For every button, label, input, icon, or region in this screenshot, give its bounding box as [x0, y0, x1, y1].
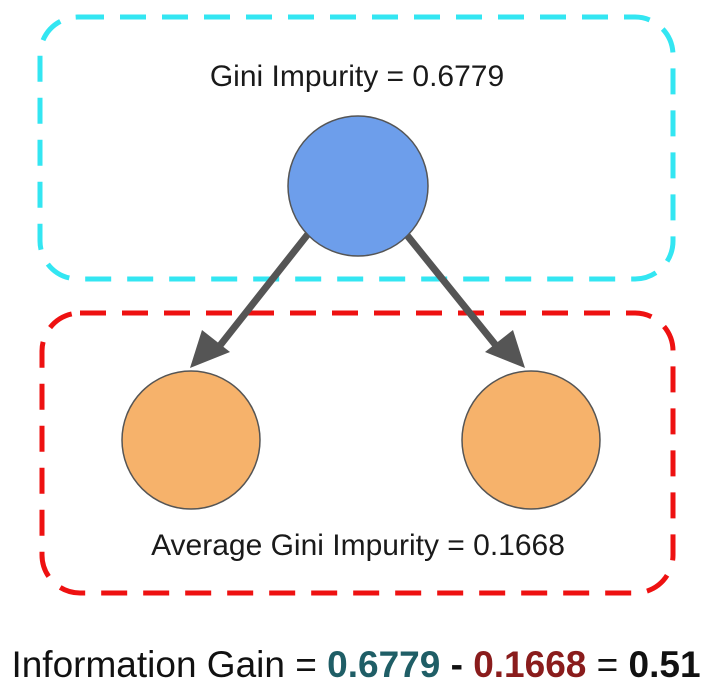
formula-equals: =	[586, 644, 628, 685]
root-group-box	[37, 14, 676, 282]
edge-right-line	[402, 230, 502, 352]
root-gini-label: Gini Impurity = 0.6779	[210, 60, 504, 93]
formula-parent-value: 0.6779	[327, 644, 440, 685]
formula-prefix: Information Gain =	[11, 644, 327, 685]
left-child-node	[121, 370, 261, 510]
average-gini-label: Average Gini Impurity = 0.1668	[151, 529, 565, 562]
information-gain-formula: Information Gain = 0.6779 - 0.1668 = 0.5…	[11, 644, 700, 685]
edge-left-arrowhead	[190, 330, 230, 368]
root-node	[287, 115, 429, 257]
child-group-box	[39, 310, 676, 596]
edge-left-line	[214, 230, 312, 352]
formula-minus: -	[440, 644, 473, 685]
formula-result: 0.51	[629, 644, 701, 685]
right-child-node	[461, 370, 601, 510]
formula-child-value: 0.1668	[473, 644, 586, 685]
edge-right-arrowhead	[485, 330, 525, 368]
